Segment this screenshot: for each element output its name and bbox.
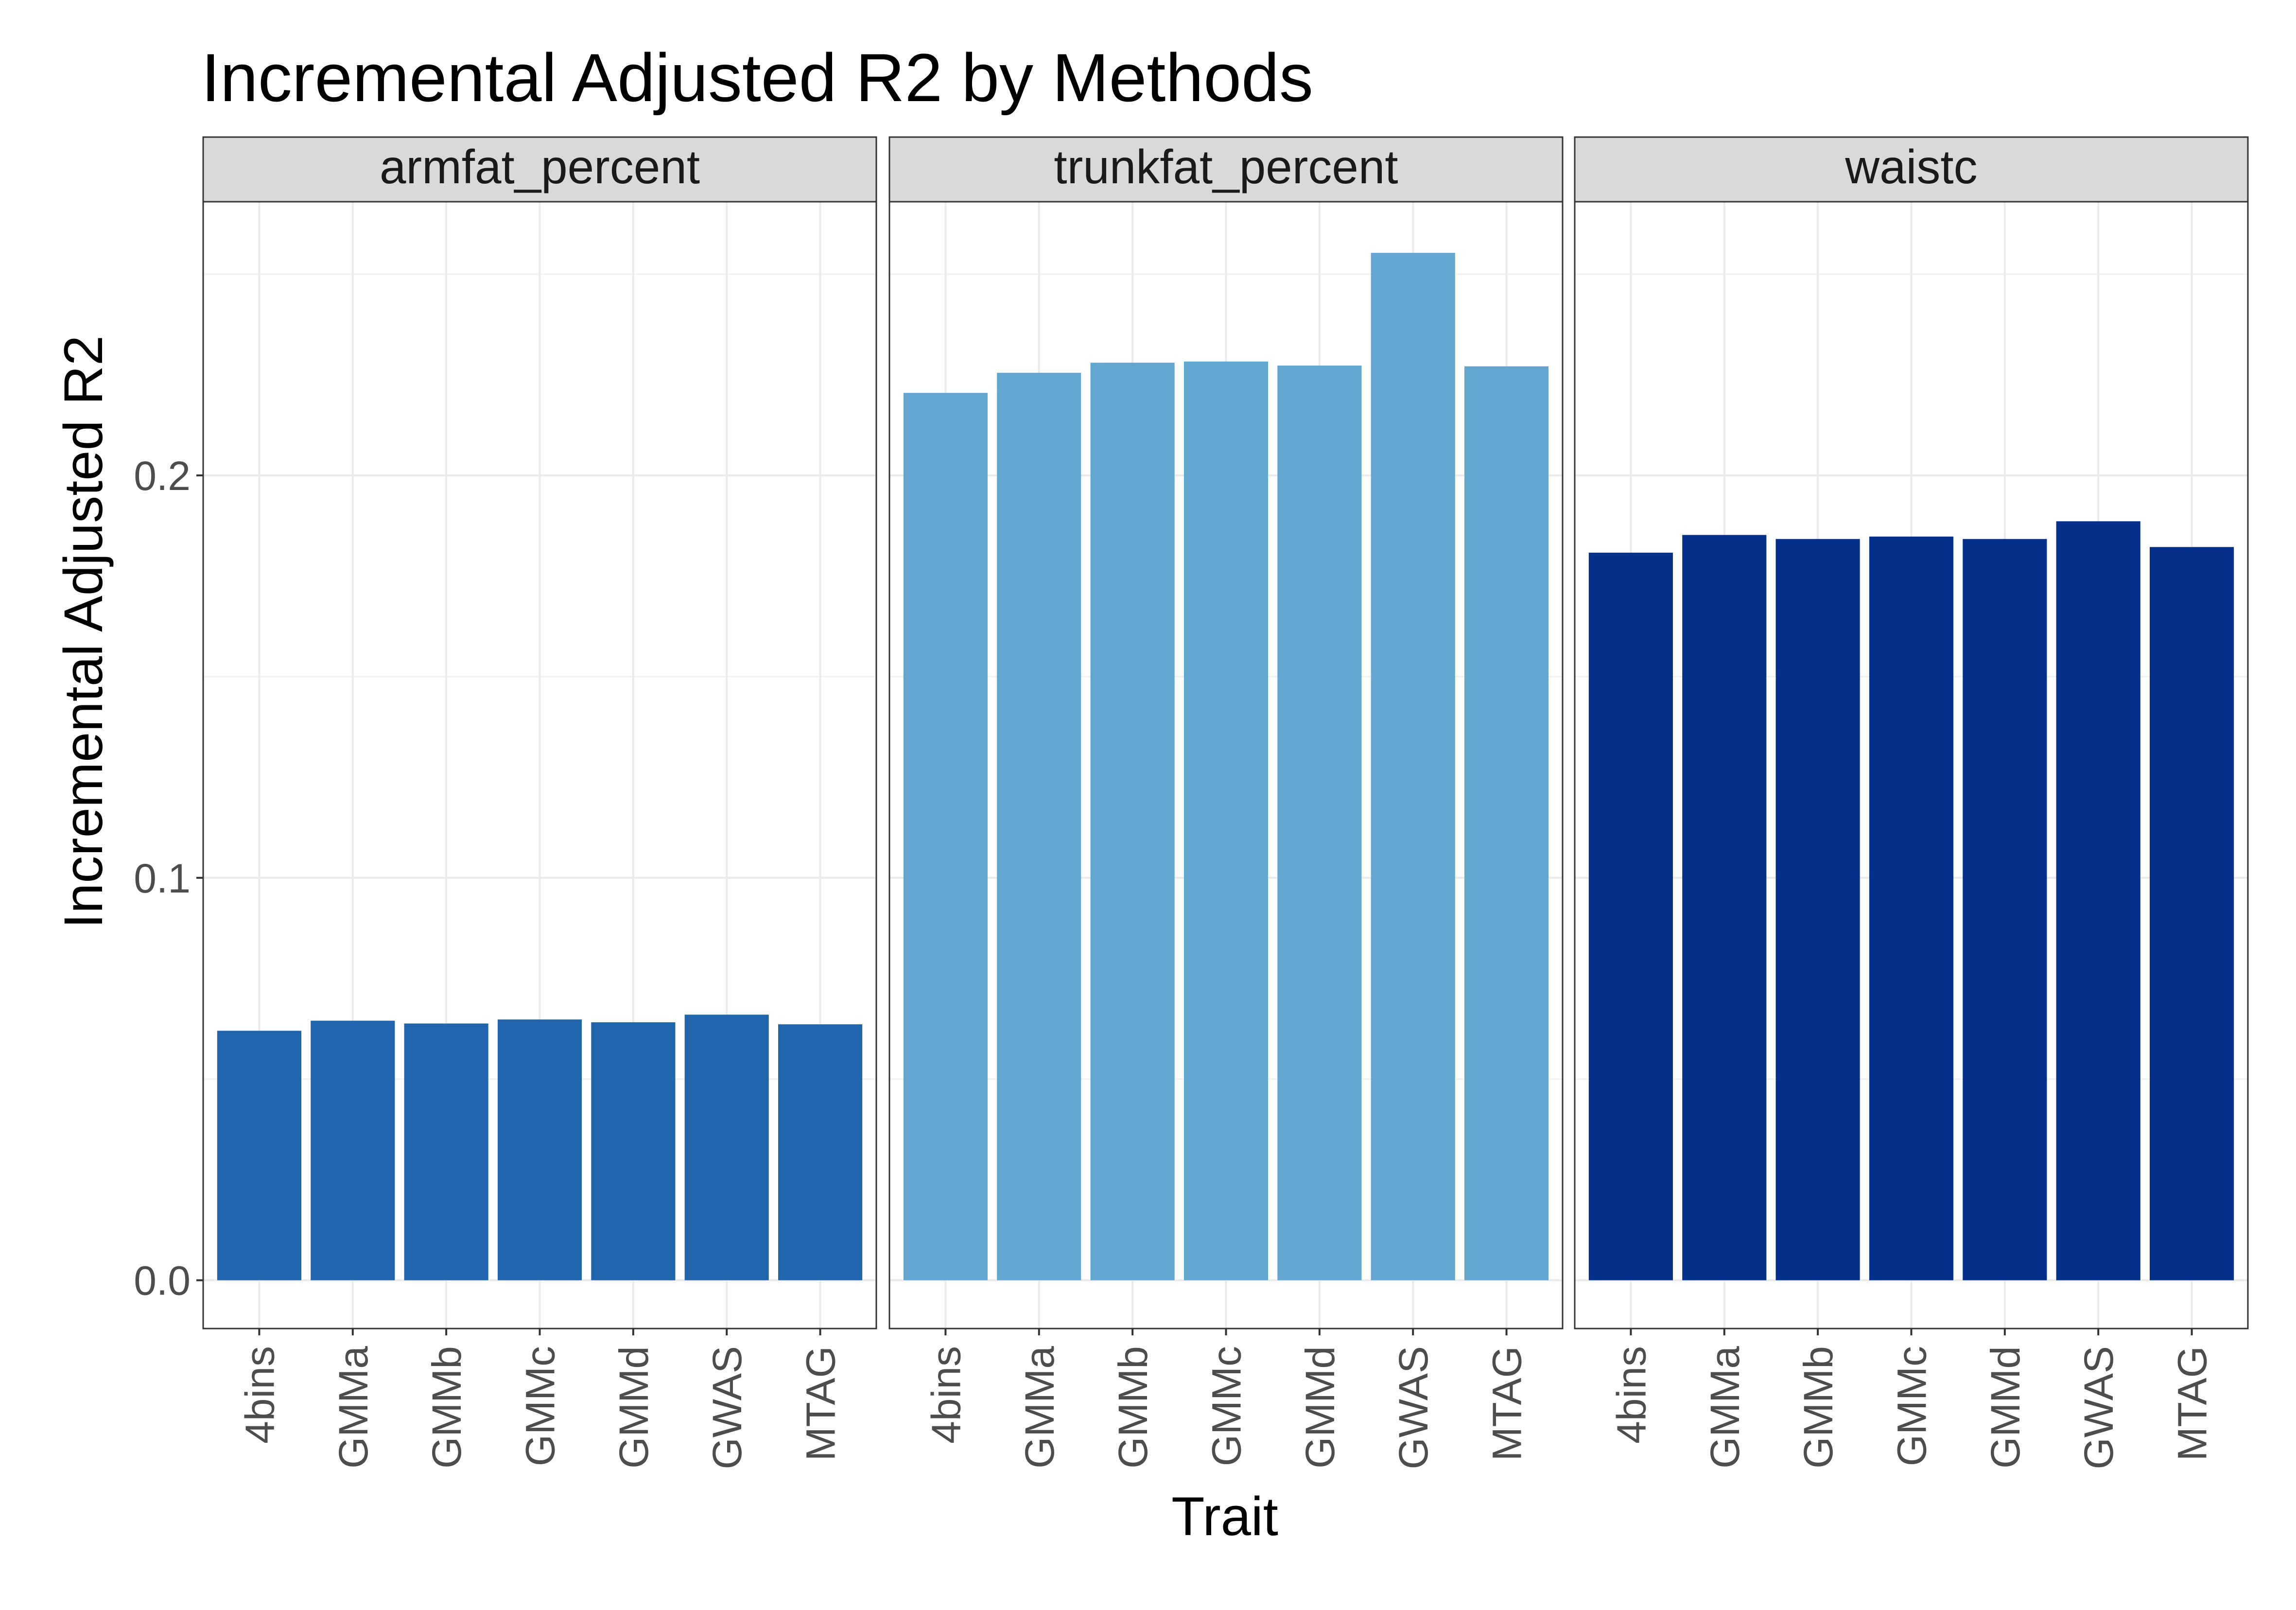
bar-trunkfat-percent-GMMc [1183,361,1269,1280]
x-tick-label: GMMc [1889,1346,1935,1466]
x-tick-label: GMMa [1702,1346,1748,1469]
x-tick-label: GWAS [1391,1346,1436,1470]
bar-waistc-GWAS [2056,521,2140,1280]
x-tick-label: GMMb [1795,1346,1841,1469]
facet-panel-waistc: waistc 4bins GMMa GMMb GMMc GMMd GWAS MTAG [1574,136,2249,1470]
x-tick-label: MTAG [798,1346,844,1461]
x-tick-label: 4bins [237,1346,282,1444]
bar-armfat-percent-GMMd [591,1022,676,1280]
facet-panel-armfat-percent: armfat_percent 4bins GMMa GMMb GMMc GMMd GWAS M… [202,136,877,1470]
bar-trunkfat-percent-4bins [903,393,988,1280]
bar-waistc-GMMa [1682,535,1767,1280]
x-tick-label: MTAG [2170,1346,2215,1461]
facet-strip-label: armfat_percent [380,140,700,193]
bar-trunkfat-percent-GWAS [1371,253,1455,1280]
bar-trunkfat-percent-GMMb [1090,363,1175,1280]
bar-waistc-4bins [1588,552,1673,1280]
x-tick-label: GMMb [424,1346,470,1469]
bar-waistc-MTAG [2150,547,2234,1280]
bar-armfat-percent-GWAS [684,1015,769,1280]
x-tick-label: GMMd [1983,1346,2028,1469]
bar-armfat-percent-4bins [217,1031,301,1280]
x-tick-label: GMMd [1297,1346,1343,1469]
x-tick-label: 4bins [1608,1346,1654,1444]
x-tick-label: GMMc [518,1346,563,1466]
x-tick-label: GMMd [611,1346,657,1469]
x-tick-label: GMMb [1110,1346,1156,1469]
x-tick-label: GWAS [704,1346,750,1470]
x-tick-label: GWAS [2076,1346,2122,1470]
facet-strip-label: trunkfat_percent [1054,140,1398,193]
x-tick-label: GMMa [1017,1346,1062,1469]
bar-waistc-GMMb [1775,539,1860,1280]
bar-armfat-percent-GMMa [311,1020,395,1280]
y-tick-label: 0.2 [134,453,191,499]
x-tick-label: GMMc [1204,1346,1250,1466]
bar-armfat-percent-MTAG [778,1024,863,1280]
facet-panel-trunkfat-percent: trunkfat_percent 4bins GMMa GMMb GMMc GMMd GWA… [888,136,1564,1470]
y-tick-label: 0.0 [134,1258,191,1304]
bar-armfat-percent-GMMb [404,1023,488,1280]
bar-waistc-GMMc [1869,536,1954,1280]
bar-waistc-GMMd [1963,539,2047,1280]
bar-trunkfat-percent-MTAG [1464,366,1549,1280]
y-tick-label: 0.1 [134,856,191,901]
x-tick-label: 4bins [923,1346,969,1444]
x-tick-label: GMMa [330,1346,376,1469]
facet-strip [202,136,877,203]
bar-trunkfat-percent-GMMd [1277,365,1362,1280]
bar-trunkfat-percent-GMMa [997,372,1081,1280]
bar-armfat-percent-GMMc [497,1019,582,1280]
facet-strip [888,136,1564,203]
facet-panels: armfat_percent 4bins GMMa GMMb GMMc GMMd GWAS M… [202,136,2249,1470]
facet-strip [1574,136,2249,203]
y-axis-label: Incremental Adjusted R2 [53,335,114,928]
x-tick-label: MTAG [1484,1346,1530,1461]
facet-strip-label: waistc [1844,140,1977,193]
x-axis-label: Trait [1171,1486,1278,1547]
chart-title: Incremental Adjusted R2 by Methods [201,39,1313,116]
